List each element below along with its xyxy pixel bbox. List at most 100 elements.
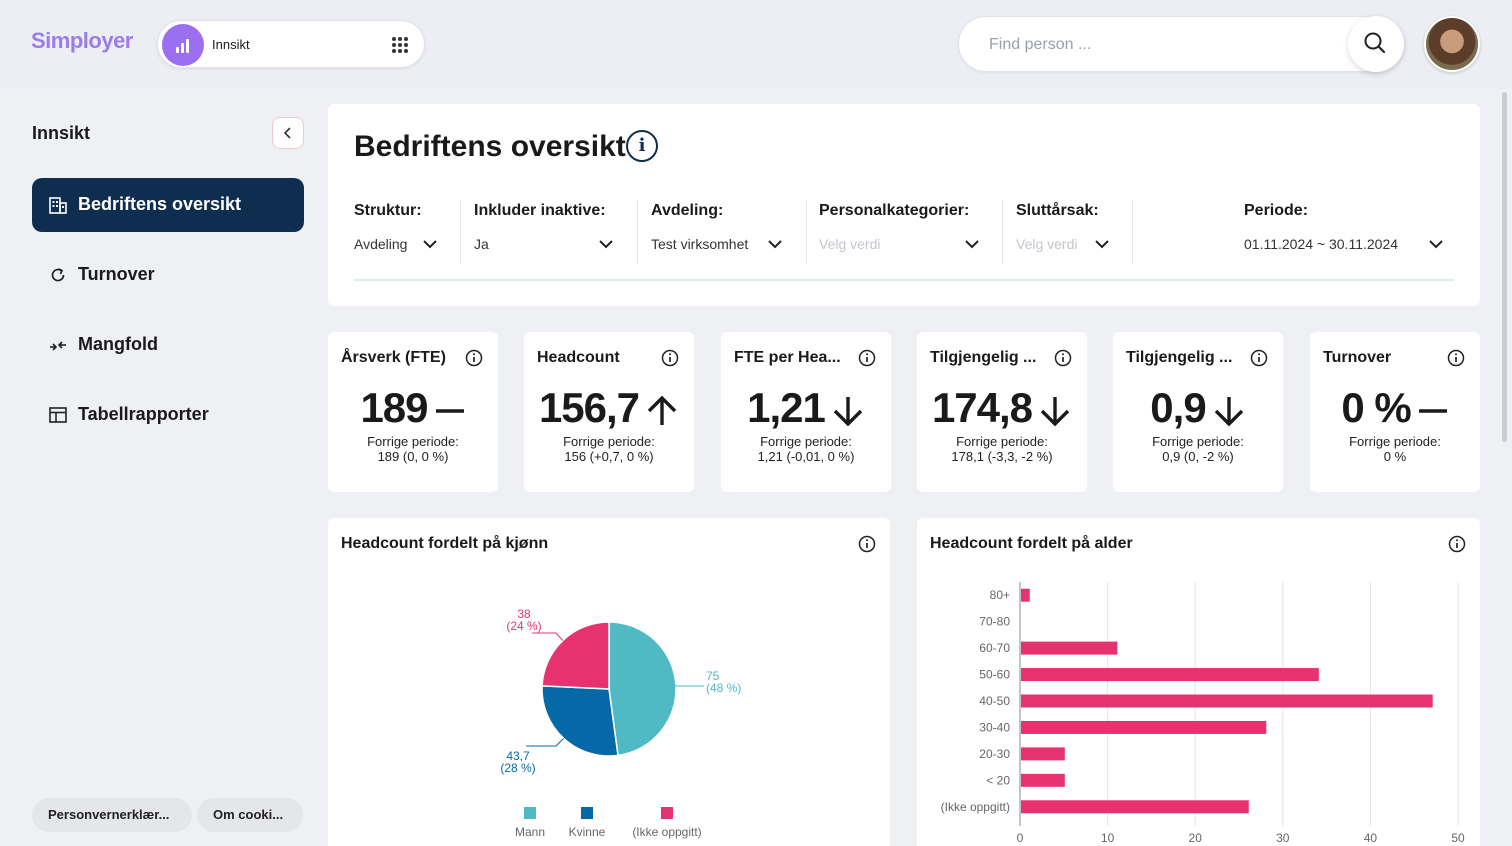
arrow-down-icon [833,396,863,427]
y-category-label: < 20 [986,773,1010,787]
x-tick-label: 0 [1017,831,1024,845]
x-tick-label: 30 [1276,831,1290,845]
filter-struktur[interactable]: Struktur: Avdeling [354,202,446,268]
refresh-icon [51,268,65,282]
kpi-value-number: 174,8 [931,384,1033,431]
kpi-previous-value: 0 % [1383,449,1407,464]
info-icon[interactable] [465,349,483,367]
sidebar-item-mangfold[interactable]: Mangfold [32,318,304,372]
info-icon[interactable] [1448,535,1466,553]
legend-label: Kvinne [569,825,606,839]
age-bar[interactable] [1021,588,1030,602]
age-chart-card: Headcount fordelt på alder 0 10 20 30 40 50 80… [917,518,1480,846]
dash-icon [435,409,464,413]
chevron-down-icon [423,240,437,249]
info-icon[interactable] [858,535,876,553]
kpi-value-number: 0,9 [1150,384,1206,431]
simployer-logo[interactable]: Simployer [31,28,133,53]
age-bar-chart: 0 10 20 30 40 50 80+ 70-80 60-70 50-60 40-50 30-40 2… [941,582,1465,845]
sidebar-title: Innsikt [32,123,91,143]
age-bar[interactable] [1021,641,1118,655]
app-grid-icon[interactable] [392,37,408,53]
kpi-title: Headcount [537,349,620,366]
gender-chart-card: Headcount fordelt på kjønn 75 (48 %) 43,7(… [328,518,890,846]
y-category-label: (Ikke oppgitt) [941,800,1010,814]
kpi-previous: Forrige periode: 0 % [1310,434,1480,464]
filter-periode[interactable]: Periode: 01.11.2024 ~ 30.11.2024 [1244,202,1454,268]
kpi-value: 156,7 [524,384,694,432]
table-icon [49,407,67,423]
pie-leader-line [675,684,704,687]
y-category-label: 60-70 [979,641,1010,655]
kpi-previous: Forrige periode: 178,1 (-3,3, -2 %) [917,434,1087,464]
info-icon[interactable] [1054,349,1072,367]
kpi-previous-label: Forrige periode: [367,434,459,449]
filter-value: 01.11.2024 ~ 30.11.2024 [1244,236,1399,252]
app-switcher[interactable]: Innsikt [157,20,425,68]
info-icon[interactable]: i [626,130,658,162]
kpi-previous-label: Forrige periode: [760,434,852,449]
filter-avdeling[interactable]: Avdeling: Test virksomhet [651,202,801,268]
kpi-previous-value: 189 (0, 0 %) [377,449,449,464]
search-icon [1364,32,1386,54]
building-icon [49,197,67,214]
sidebar-item-label: Turnover [78,264,155,284]
x-tick-label: 10 [1101,831,1115,845]
chevron-down-icon [768,240,782,249]
age-bar[interactable] [1021,747,1065,761]
info-icon[interactable] [858,349,876,367]
age-bar[interactable] [1021,720,1267,734]
pie-leader-line [532,632,564,641]
filter-label: Sluttårsak: [1016,202,1099,219]
kpi-value-number: 189 [360,384,428,431]
pie-percent-label: (24 %) [506,619,541,633]
kpi-title: Turnover [1323,349,1392,366]
collapse-sidebar-button[interactable] [272,117,304,149]
page-title: Bedriftens oversikt [354,130,626,163]
sidebar-item-tabellrapporter[interactable]: Tabellrapporter [32,388,304,442]
chart-title: Headcount fordelt på kjønn [341,535,549,552]
sidebar-item-turnover[interactable]: Turnover [32,248,304,302]
sidebar-item-label: Tabellrapporter [78,404,209,424]
age-bar[interactable] [1021,694,1433,708]
filter-divider [1002,200,1003,264]
legend-swatch[interactable] [581,807,593,819]
pie-slice-ikke-oppgitt[interactable] [541,621,610,690]
x-tick-label: 40 [1364,831,1378,845]
app-name: Innsikt [212,37,250,52]
age-bar[interactable] [1021,773,1065,787]
y-category-label: 80+ [990,588,1010,602]
kpi-title: FTE per Hea... [734,349,841,366]
info-icon[interactable] [1250,349,1268,367]
filter-inkluder-inaktive[interactable]: Inkluder inaktive: Ja [474,202,624,268]
cookies-button[interactable]: Om cooki... [197,798,303,832]
pie-value-label: 43,7 [506,749,530,763]
kpi-previous-label: Forrige periode: [1152,434,1244,449]
privacy-policy-button[interactable]: Personvernerklær... [32,798,192,832]
pie-slice-mann[interactable] [608,621,677,757]
y-category-label: 30-40 [979,720,1010,734]
kpi-card: Tilgjengelig ... 0,9 Forrige periode: 0,9 (… [1113,332,1283,492]
kpi-value: 1,21 [721,384,891,432]
sidebar-item-bedriftens-oversikt[interactable]: Bedriftens oversikt [32,178,304,232]
kpi-value: 189 [328,384,498,432]
filter-personalkategorier[interactable]: Personalkategorier: Velg verdi [819,202,989,268]
pie-slice-kvinne[interactable] [541,685,619,757]
chevron-left-icon [283,127,291,139]
legend-swatch[interactable] [661,807,673,819]
age-bar[interactable] [1021,800,1249,814]
info-icon[interactable] [1447,349,1465,367]
age-bar[interactable] [1021,668,1319,682]
info-icon[interactable] [661,349,679,367]
filter-sluttarsak[interactable]: Sluttårsak: Velg verdi [1016,202,1126,268]
search-input[interactable] [989,33,1329,57]
search-button[interactable] [1348,16,1404,72]
legend-swatch[interactable] [524,807,536,819]
page-scrollbar[interactable] [1502,92,1507,442]
filter-label: Periode: [1244,202,1309,219]
pie-value-label: 38 [517,607,531,621]
filter-divider [806,200,807,264]
user-avatar[interactable] [1424,16,1480,72]
dash-icon [1418,409,1447,413]
filter-divider [460,200,461,264]
